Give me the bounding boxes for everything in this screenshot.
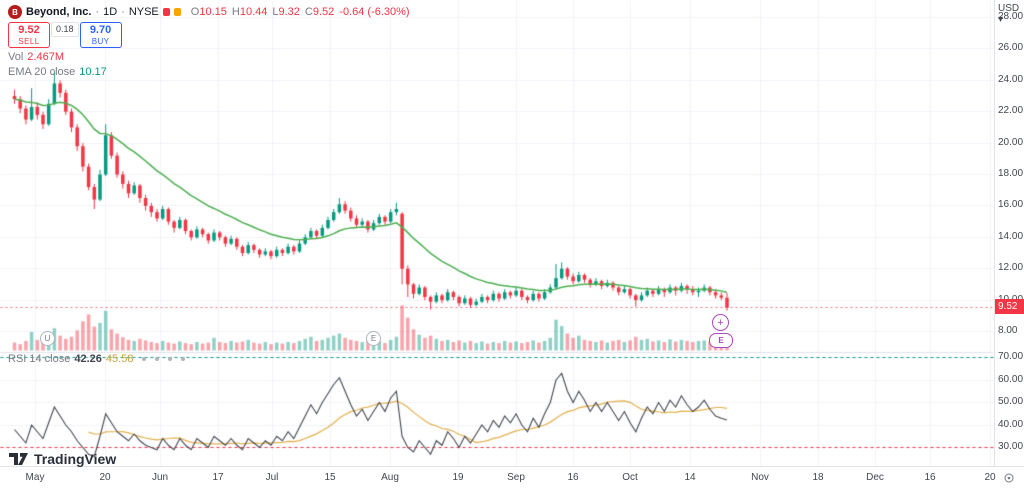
rsi-title: RSI 14 close — [8, 353, 71, 365]
high-label: H — [231, 6, 240, 18]
price-tick-label: 26.00 — [998, 42, 1024, 54]
rsi-tick-label: 50.00 — [998, 396, 1024, 407]
volume-label: Vol — [8, 51, 24, 63]
time-tick-label: 17 — [212, 472, 224, 483]
tradingview-logo-text: TradingView — [34, 451, 117, 467]
price-tick-label: 16.00 — [998, 199, 1024, 211]
price-tick-label: 20.00 — [998, 136, 1024, 148]
separator: · — [95, 6, 100, 18]
volume-legend[interactable]: Vol 2.467M — [8, 51, 64, 63]
currency-selector[interactable]: USD ▾ — [998, 3, 1020, 25]
trade-widget: 9.52 SELL 0.18 9.70 BUY — [8, 22, 122, 48]
symbol-button[interactable]: Beyond, Inc. — [26, 6, 92, 18]
last-price-tag: 9.52 — [995, 299, 1024, 315]
interval-button[interactable]: 1D — [103, 6, 118, 18]
ema-label: EMA 20 close — [8, 66, 76, 78]
low-value: 9.32 — [278, 6, 300, 18]
time-tick-label: May — [25, 472, 45, 483]
alert-icon[interactable] — [162, 8, 170, 16]
ohlc-values: O10.15 H10.44 L9.32 C9.52 -0.64 (-6.30%) — [191, 6, 410, 18]
price-tick-label: 10.00 — [998, 294, 1023, 305]
tradingview-logo-icon — [9, 453, 28, 465]
visibility-icon[interactable] — [142, 357, 147, 361]
rsi-tick-label: 70.00 — [998, 351, 1024, 362]
exchange-label[interactable]: NYSE — [128, 6, 159, 18]
time-axis[interactable]: May 20 Jun 17 Jul 15 Aug 19 Sep 16 Oct 14 Nov 18 Dec 16… — [0, 466, 1024, 488]
price-axis[interactable]: USD ▾ 9.52 28.00 26.00 24.00 22.00 20.00 18.0… — [994, 0, 1024, 466]
time-tick-label: Oct — [622, 472, 638, 483]
rsi-value: 42.26 — [74, 353, 102, 365]
price-tick-label: 12.00 — [998, 262, 1024, 274]
price-tick-label: 28.00 — [998, 11, 1024, 22]
time-tick-label: Aug — [381, 472, 399, 483]
delete-icon[interactable] — [168, 357, 173, 361]
symbol-legend: B Beyond, Inc. · 1D · NYSE O10.15 H10.44… — [8, 5, 410, 19]
time-tick-label: 14 — [684, 472, 696, 483]
time-tick-label: 16 — [924, 472, 936, 483]
price-tick-label: 8.00 — [998, 325, 1018, 336]
price-tick-label: 22.00 — [998, 105, 1024, 117]
price-tick-label: 18.00 — [998, 168, 1024, 179]
earnings-marker[interactable]: E — [366, 331, 381, 346]
sell-price: 9.52 — [18, 24, 40, 36]
open-value: 10.15 — [199, 6, 227, 18]
high-value: 10.44 — [239, 6, 268, 18]
time-tick-label: 18 — [812, 472, 824, 483]
tradingview-logo[interactable]: TradingView — [8, 451, 116, 467]
time-tick-label: Sep — [507, 472, 525, 483]
rsi-tick-label: 40.00 — [998, 418, 1024, 430]
ema-value: 10.17 — [79, 66, 107, 78]
time-tick-label: 16 — [567, 472, 579, 483]
buy-button[interactable]: 9.70 BUY — [79, 22, 122, 48]
sell-button[interactable]: 9.52 SELL — [8, 22, 50, 48]
low-label: L — [272, 6, 279, 18]
buy-label: BUY — [91, 37, 110, 46]
chevron-down-icon: ▾ — [998, 14, 1004, 25]
close-label: C — [304, 6, 313, 18]
settings-icon[interactable] — [155, 357, 160, 361]
rsi-ma-value: 45.58 — [105, 353, 134, 365]
volume-value: 2.467M — [27, 51, 64, 63]
add-order-button[interactable]: + — [712, 314, 729, 331]
time-tick-label: 19 — [452, 472, 464, 483]
price-tick-label: 24.00 — [998, 73, 1024, 85]
rsi-tick-label: 60.00 — [998, 373, 1024, 385]
time-tick-label: Jun — [151, 472, 169, 483]
sell-label: SELL — [18, 37, 40, 46]
dividend-marker[interactable]: U — [40, 331, 55, 346]
time-tick-label: 15 — [324, 472, 336, 483]
rsi-legend[interactable]: RSI 14 close 42.26 45.58 — [8, 353, 186, 365]
separator: · — [121, 6, 125, 18]
time-tick-label: 20 — [984, 472, 996, 483]
more-icon[interactable] — [181, 357, 186, 361]
change-value: -0.64 (-6.30%) — [339, 6, 410, 18]
time-tick-label: Jul — [265, 472, 279, 483]
time-tick-label: Dec — [866, 472, 884, 483]
price-tick-label: 14.00 — [998, 230, 1024, 242]
symbol-logo: B — [8, 5, 22, 19]
ema-legend[interactable]: EMA 20 close 10.17 — [8, 66, 107, 78]
time-tick-label: Nov — [751, 472, 769, 483]
upcoming-earnings-marker[interactable]: E — [709, 333, 733, 348]
close-value: 9.52 — [312, 6, 335, 18]
open-label: O — [190, 6, 200, 18]
buy-price: 9.70 — [89, 24, 112, 36]
axis-settings-icon[interactable] — [1003, 471, 1015, 488]
time-tick-label: 20 — [99, 472, 111, 483]
spread-value: 0.18 — [51, 22, 79, 37]
notes-icon[interactable] — [173, 8, 181, 16]
rsi-tick-label: 30.00 — [998, 441, 1024, 452]
